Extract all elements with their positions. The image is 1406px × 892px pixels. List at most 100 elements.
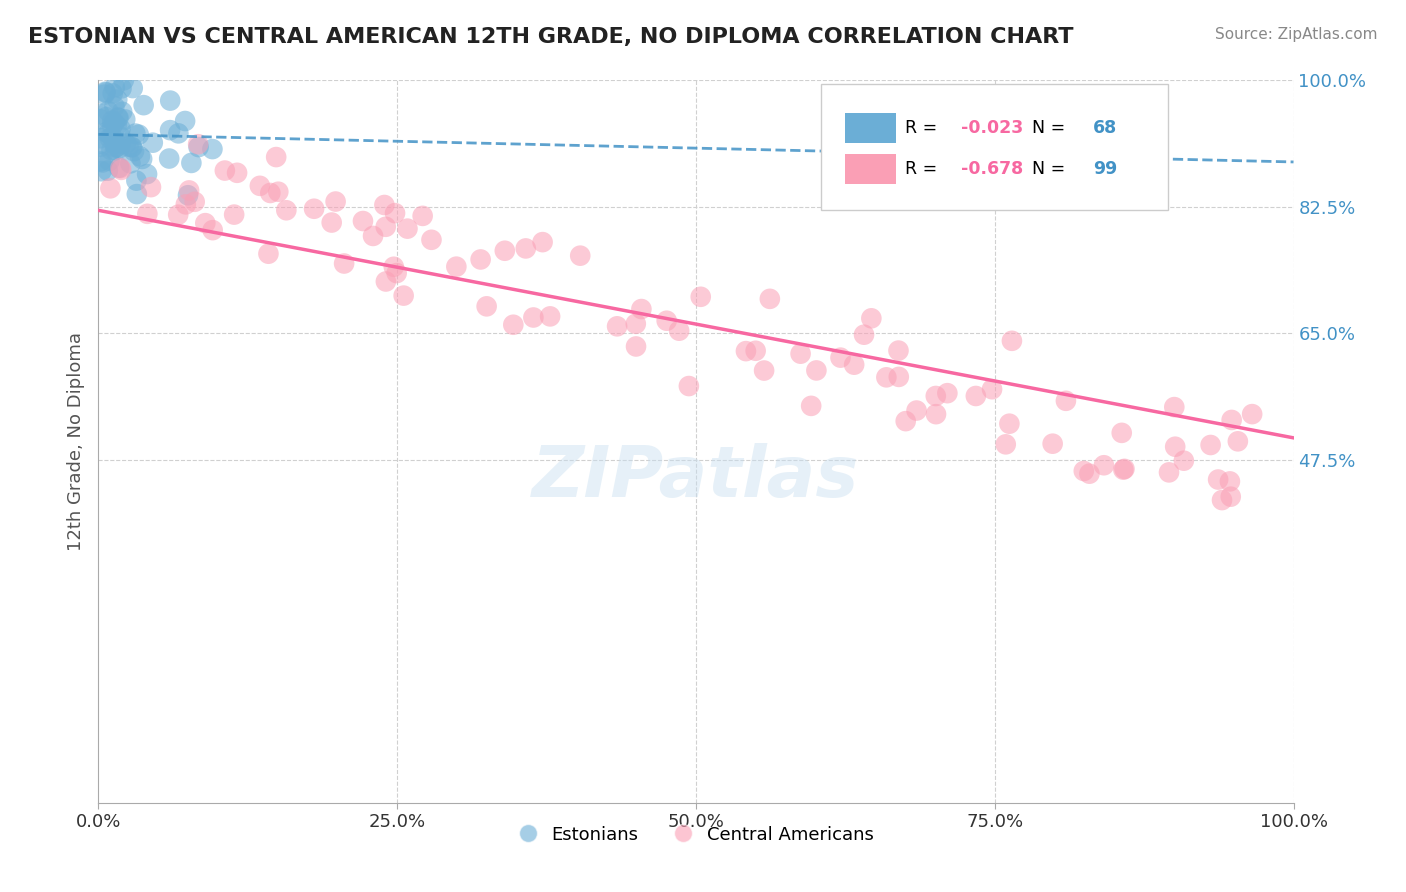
Point [264,150,287,164]
Point [569,249,592,263]
Point [374,275,396,289]
Point [120,156,142,170]
Point [887,343,910,358]
Point [1078,467,1101,481]
Point [276,203,298,218]
Point [142,136,165,150]
Point [91,155,114,169]
Point [981,382,1004,396]
Point [101,119,124,133]
Point [830,351,852,365]
Point [100,181,122,195]
Point [1054,393,1077,408]
Point [183,194,205,209]
Point [860,311,883,326]
Point [157,152,180,166]
Point [103,116,125,130]
Text: -0.023: -0.023 [962,119,1024,137]
Point [111,104,134,119]
Point [97,104,120,119]
FancyBboxPatch shape [821,84,1168,211]
Point [94,86,117,100]
Point [321,215,343,229]
Point [159,94,181,108]
Point [201,223,224,237]
Text: -0.678: -0.678 [962,161,1024,178]
Legend: Estonians, Central Americans: Estonians, Central Americans [512,818,880,852]
FancyBboxPatch shape [845,112,896,143]
Point [789,347,811,361]
Point [887,370,910,384]
Point [925,389,948,403]
Point [224,208,246,222]
Point [689,290,711,304]
Point [94,85,117,99]
Text: N =: N = [1021,161,1071,178]
Point [470,252,492,267]
Point [1211,493,1233,508]
Point [104,140,127,154]
Point [110,162,132,177]
Point [744,343,766,358]
Point [136,167,159,181]
Point [115,136,138,151]
Point [1241,407,1264,421]
Point [121,81,143,95]
Point [259,186,281,200]
Point [678,379,700,393]
Point [177,183,200,197]
Point [100,143,122,157]
Point [101,113,124,128]
Point [420,233,443,247]
Point [333,256,356,270]
Point [194,216,217,230]
Point [105,140,128,154]
Point [965,389,987,403]
Point [110,136,132,150]
Point [515,242,537,256]
Point [103,99,125,113]
Y-axis label: 12th Grade, No Diploma: 12th Grade, No Diploma [66,332,84,551]
Point [875,370,897,384]
Point [374,219,396,234]
Point [159,123,181,137]
Point [98,131,121,145]
Point [174,114,197,128]
Point [132,98,155,112]
Point [396,221,419,235]
Point [925,407,948,421]
Point [1199,438,1222,452]
Point [125,187,148,202]
Point [1226,434,1249,449]
Point [1001,334,1024,348]
Point [112,73,135,87]
Point [800,399,823,413]
Point [96,110,118,124]
Point [538,310,561,324]
Point [998,417,1021,431]
Point [105,136,128,151]
Point [257,246,280,260]
Point [174,197,197,211]
Text: R =: R = [905,119,943,137]
Point [624,339,647,353]
Point [89,112,111,126]
Text: ESTONIAN VS CENTRAL AMERICAN 12TH GRADE, NO DIPLOMA CORRELATION CHART: ESTONIAN VS CENTRAL AMERICAN 12TH GRADE,… [28,27,1074,46]
Point [267,185,290,199]
Point [177,188,200,202]
Point [201,142,224,156]
Point [1112,463,1135,477]
Point [125,174,148,188]
Point [96,125,118,139]
Point [759,292,782,306]
Point [121,140,143,154]
Point [853,327,876,342]
Point [630,301,652,316]
Point [136,207,159,221]
Point [104,143,127,157]
Point [373,198,395,212]
Point [655,314,678,328]
Point [139,180,162,194]
Point [1163,400,1185,414]
Point [1114,462,1136,476]
